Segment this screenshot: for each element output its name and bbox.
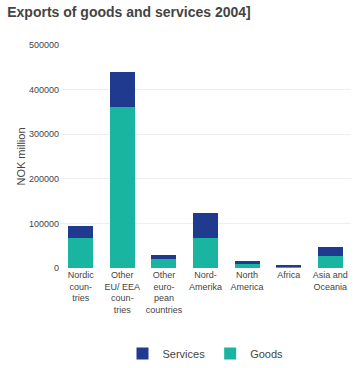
svg-text:300000: 300000 <box>29 129 59 139</box>
svg-text:0: 0 <box>54 263 59 273</box>
svg-text:100000: 100000 <box>29 219 59 229</box>
svg-text:500000: 500000 <box>29 40 59 50</box>
svg-text:200000: 200000 <box>29 174 59 184</box>
svg-text:Services: Services <box>163 348 206 360</box>
svg-text:Asia andOceania: Asia andOceania <box>313 270 348 292</box>
svg-text:NorthAmerica: NorthAmerica <box>231 270 264 292</box>
svg-text:Nordiccoun-tries: Nordiccoun-tries <box>68 270 95 303</box>
svg-text:Nord-Amerika: Nord-Amerika <box>189 270 222 292</box>
svg-text:Othereuro-peancountries: Othereuro-peancountries <box>146 270 183 315</box>
svg-text:Goods: Goods <box>250 348 283 360</box>
svg-text:Exports of goods and services: Exports of goods and services 2004] <box>7 4 251 20</box>
svg-text:NOK million: NOK million <box>15 127 27 185</box>
svg-text:400000: 400000 <box>29 85 59 95</box>
svg-text:OtherEU/ EEAcoun-tries: OtherEU/ EEAcoun-tries <box>105 270 141 315</box>
svg-text:Africa: Africa <box>277 270 300 280</box>
